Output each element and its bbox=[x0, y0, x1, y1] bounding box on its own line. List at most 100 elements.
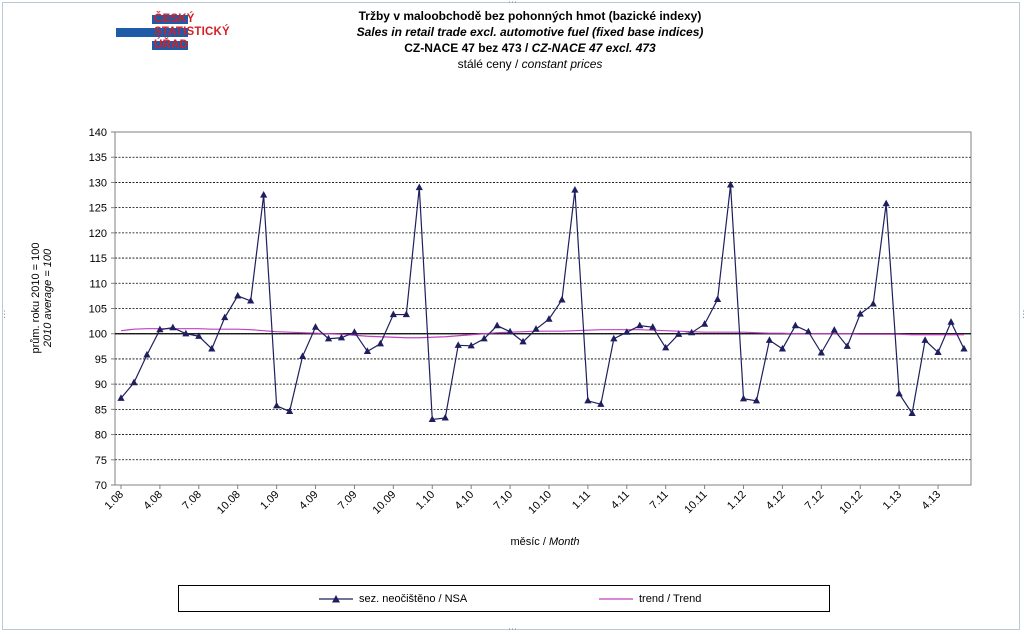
data-point-nsa bbox=[415, 183, 423, 191]
data-point-nsa bbox=[208, 344, 216, 352]
logo-bar bbox=[152, 15, 188, 24]
data-point-nsa bbox=[234, 291, 242, 299]
data-point-nsa bbox=[506, 327, 514, 335]
x-tick-label: 1.08 bbox=[102, 489, 126, 513]
data-point-nsa bbox=[454, 341, 462, 348]
series-line-nsa bbox=[120, 184, 965, 421]
resize-handle-top[interactable]: ⋯ bbox=[508, 0, 517, 8]
x-tick-label: 4.13 bbox=[920, 489, 944, 513]
y-tick-label: 100 bbox=[89, 329, 107, 341]
title-cz: Tržby v maloobchodě bez pohonných hmot (… bbox=[358, 9, 702, 23]
x-axis-label-cz: měsíc bbox=[510, 536, 540, 548]
legend-symbol-trend bbox=[599, 597, 633, 600]
plot-area bbox=[114, 131, 972, 486]
chart-legend: sez. neočištěno / NSA trend / Trend bbox=[178, 585, 830, 612]
data-point-nsa bbox=[856, 310, 864, 317]
data-point-nsa bbox=[441, 413, 449, 421]
data-point-nsa bbox=[143, 350, 151, 358]
data-point-nsa bbox=[752, 396, 761, 404]
x-tick-label: 4.11 bbox=[609, 489, 632, 512]
x-tick-label: 4.08 bbox=[141, 489, 165, 513]
data-point-nsa bbox=[869, 299, 877, 307]
data-point-nsa bbox=[726, 180, 735, 188]
data-point-nsa bbox=[688, 328, 696, 336]
resize-handle-bottom[interactable]: ⋯ bbox=[508, 625, 517, 635]
y-tick-label: 85 bbox=[95, 404, 107, 416]
data-point-nsa bbox=[778, 344, 787, 352]
y-tick-label: 110 bbox=[89, 278, 107, 290]
prices-separator: / bbox=[511, 57, 522, 71]
nace-line: CZ-NACE 47 bez 473 / CZ-NACE 47 excl. 47… bbox=[280, 40, 780, 56]
data-point-nsa bbox=[804, 327, 812, 335]
legend-label-nsa: sez. neočištěno / NSA bbox=[359, 592, 468, 605]
y-axis-label-en: 2010 average = 100 bbox=[42, 248, 54, 348]
data-point-nsa bbox=[467, 341, 475, 349]
y-tick-label: 80 bbox=[95, 430, 107, 442]
x-tick-label: 7.11 bbox=[648, 489, 671, 512]
data-point-nsa bbox=[921, 336, 929, 343]
y-tick-label: 70 bbox=[95, 480, 107, 492]
logo-line: ÚŘAD bbox=[154, 39, 189, 51]
data-point-nsa bbox=[584, 396, 592, 404]
data-point-nsa bbox=[350, 328, 359, 335]
data-point-nsa bbox=[376, 339, 384, 347]
data-point-nsa bbox=[428, 415, 436, 423]
data-point-nsa bbox=[156, 325, 164, 333]
data-point-nsa bbox=[389, 310, 397, 318]
data-point-nsa bbox=[817, 348, 825, 356]
x-tick-label: 1.09 bbox=[258, 489, 282, 513]
legend-item-nsa: sez. neočištěno / NSA bbox=[319, 586, 467, 611]
data-point-nsa bbox=[286, 407, 294, 414]
data-point-nsa bbox=[765, 336, 774, 343]
legend-item-trend: trend / Trend bbox=[599, 586, 701, 611]
title-en: Sales in retail trade excl. automotive f… bbox=[356, 25, 704, 39]
nace-separator: / bbox=[521, 41, 532, 55]
data-point-nsa bbox=[960, 344, 968, 352]
chart-titles: Tržby v maloobchodě bez pohonných hmot (… bbox=[280, 8, 780, 72]
x-axis-ticks: 1.08 4.08 7.08 10.08 1.09 4.09 7.09 10.09 1.10 4.… bbox=[102, 485, 943, 517]
data-point-nsa bbox=[597, 400, 605, 407]
prices-en: constant prices bbox=[521, 57, 603, 71]
x-tick-label: 7.12 bbox=[803, 489, 827, 513]
data-point-nsa bbox=[493, 321, 501, 329]
x-tick-label: 10.08 bbox=[215, 489, 243, 517]
data-point-nsa bbox=[260, 191, 268, 198]
data-point-nsa bbox=[895, 389, 903, 397]
data-point-nsa bbox=[363, 347, 372, 354]
data-point-nsa bbox=[843, 342, 851, 349]
logo-bar bbox=[116, 28, 188, 37]
data-point-nsa bbox=[337, 333, 346, 341]
logo-line: ČESKÝ bbox=[154, 13, 195, 25]
x-tick-label: 1.13 bbox=[881, 489, 905, 513]
resize-handle-right[interactable]: ⋮ bbox=[1019, 310, 1024, 320]
x-tick-label: 7.08 bbox=[180, 489, 204, 513]
data-point-nsa bbox=[480, 334, 488, 342]
data-point-nsa bbox=[713, 295, 722, 303]
x-tick-label: 10.12 bbox=[837, 489, 865, 517]
data-point-nsa bbox=[130, 378, 138, 386]
data-point-nsa bbox=[117, 394, 125, 401]
x-tick-label: 1.12 bbox=[725, 489, 749, 513]
y-tick-label: 120 bbox=[89, 228, 107, 240]
y-tick-label: 140 bbox=[89, 127, 107, 139]
x-axis-label-separator: / bbox=[540, 536, 549, 548]
data-point-nsa bbox=[739, 394, 748, 402]
y-tick-label: 115 bbox=[89, 253, 107, 265]
prices-line: stálé ceny / constant prices bbox=[280, 56, 780, 72]
data-point-nsa bbox=[558, 295, 566, 303]
y-tick-label: 130 bbox=[89, 177, 107, 189]
data-point-nsa bbox=[908, 409, 916, 416]
logo-text: ČESKÝ STATISTICKÝ ÚŘAD bbox=[154, 13, 230, 52]
x-tick-label: 10.10 bbox=[526, 489, 554, 517]
data-point-nsa bbox=[169, 323, 177, 331]
x-tick-label: 7.10 bbox=[492, 489, 516, 513]
data-point-nsa bbox=[610, 334, 618, 342]
y-tick-label: 95 bbox=[95, 354, 107, 366]
nace-en: CZ-NACE 47 excl. 473 bbox=[531, 41, 656, 55]
data-point-nsa bbox=[221, 313, 229, 321]
x-tick-label: 4.10 bbox=[453, 489, 477, 513]
data-point-nsa bbox=[519, 337, 527, 345]
x-tick-label: 10.11 bbox=[682, 489, 709, 516]
